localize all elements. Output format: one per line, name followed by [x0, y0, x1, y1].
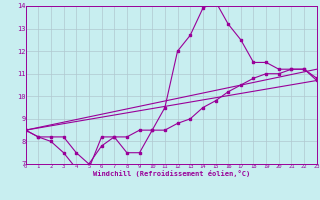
- X-axis label: Windchill (Refroidissement éolien,°C): Windchill (Refroidissement éolien,°C): [92, 170, 250, 177]
